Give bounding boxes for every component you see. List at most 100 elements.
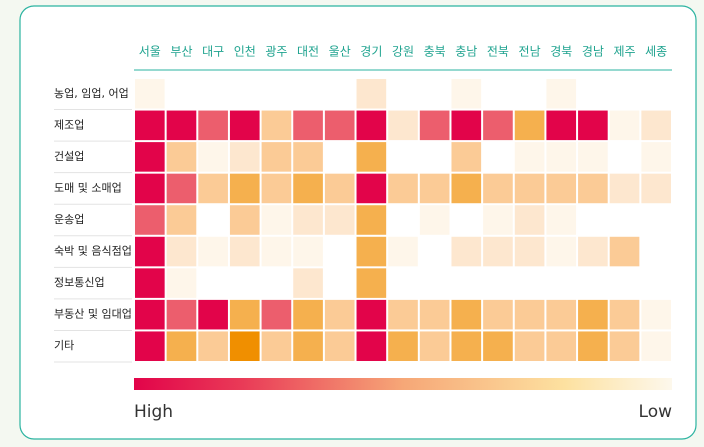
cell <box>135 236 165 267</box>
cell <box>514 331 545 361</box>
column-label: 경남 <box>582 45 604 59</box>
cell <box>388 268 418 298</box>
cell <box>609 299 640 330</box>
cell <box>451 268 482 298</box>
cell <box>451 205 482 235</box>
cell <box>546 79 577 109</box>
cell <box>293 205 323 235</box>
cell <box>166 142 197 172</box>
cell <box>483 142 513 172</box>
cell <box>229 236 260 267</box>
cell <box>641 331 671 361</box>
cell <box>578 142 608 172</box>
cell <box>641 142 671 172</box>
cell <box>324 331 355 361</box>
cell <box>229 299 260 330</box>
cell <box>514 236 545 267</box>
cell <box>261 299 292 330</box>
cell <box>229 331 260 361</box>
cell <box>546 173 577 204</box>
row-label: 도매 및 소매업 <box>54 181 122 194</box>
cell <box>609 331 640 361</box>
column-label: 부산 <box>170 45 192 59</box>
cell <box>293 268 323 298</box>
cell <box>324 205 355 235</box>
cell <box>578 79 608 109</box>
cell <box>578 268 608 298</box>
cell <box>388 110 418 141</box>
cell <box>388 236 418 267</box>
row-label: 부동산 및 임대업 <box>54 308 132 321</box>
cell <box>293 173 323 204</box>
cell <box>261 268 292 298</box>
cell <box>293 236 323 267</box>
cell <box>261 142 292 172</box>
cell <box>483 79 513 109</box>
cell <box>356 236 387 267</box>
column-label: 강원 <box>392 45 414 59</box>
row-label: 건설업 <box>54 150 84 163</box>
cell <box>135 205 165 235</box>
cell <box>166 236 197 267</box>
cell <box>483 205 513 235</box>
cell <box>419 236 450 267</box>
column-label: 세종 <box>645 45 667 59</box>
cell <box>198 236 228 267</box>
cell <box>198 331 228 361</box>
cell <box>388 173 418 204</box>
cell <box>641 173 671 204</box>
cell <box>388 142 418 172</box>
cell <box>451 236 482 267</box>
cell <box>356 205 387 235</box>
cell <box>293 142 323 172</box>
column-label: 울산 <box>329 45 351 59</box>
cell <box>135 268 165 298</box>
cell <box>229 79 260 109</box>
cell <box>641 268 671 298</box>
cell <box>198 142 228 172</box>
cell <box>293 79 323 109</box>
cell <box>419 79 450 109</box>
cell <box>135 142 165 172</box>
cell <box>609 236 640 267</box>
cell <box>198 268 228 298</box>
cell <box>229 268 260 298</box>
cell <box>198 79 228 109</box>
column-label: 전남 <box>519 45 541 59</box>
cell <box>324 110 355 141</box>
cell <box>166 268 197 298</box>
cell <box>229 142 260 172</box>
cell <box>546 268 577 298</box>
cell <box>198 299 228 330</box>
cell <box>451 173 482 204</box>
row-label: 숙박 및 음식점업 <box>54 245 132 258</box>
cell <box>198 205 228 235</box>
cell <box>261 331 292 361</box>
cell <box>451 142 482 172</box>
column-label: 제주 <box>613 45 635 59</box>
cell <box>578 331 608 361</box>
cell <box>356 79 387 109</box>
cell <box>356 299 387 330</box>
cell <box>135 110 165 141</box>
cell <box>546 142 577 172</box>
cell <box>356 268 387 298</box>
cell <box>514 110 545 141</box>
column-label: 인천 <box>234 44 256 59</box>
cell <box>546 110 577 141</box>
cell <box>483 236 513 267</box>
cell <box>483 110 513 141</box>
cell <box>166 205 197 235</box>
cell <box>293 331 323 361</box>
cell <box>514 268 545 298</box>
cell <box>388 205 418 235</box>
cell <box>356 110 387 141</box>
column-label: 경북 <box>550 45 572 59</box>
cell <box>166 79 197 109</box>
cell <box>388 331 418 361</box>
column-label: 광주 <box>265 45 287 59</box>
cell <box>641 110 671 141</box>
cell <box>419 205 450 235</box>
cell <box>451 331 482 361</box>
